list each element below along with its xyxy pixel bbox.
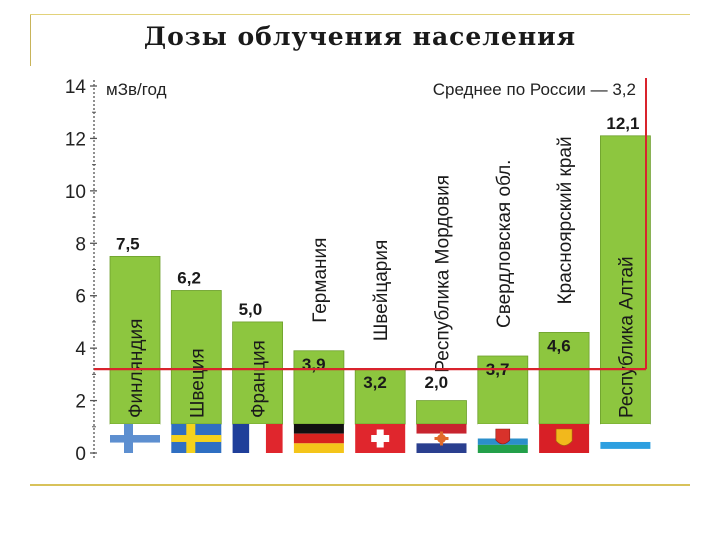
sweden-flag: [171, 424, 222, 453]
y-tick-label: 0: [75, 444, 86, 465]
mordovia-flag: [416, 424, 467, 453]
y-tick-label: 10: [65, 182, 86, 203]
category-label: Республика Алтай: [616, 256, 637, 418]
y-tick-label: 2: [75, 392, 86, 413]
sverdlovsk-flag: [477, 424, 528, 453]
y-tick-label: 12: [65, 129, 86, 150]
slide-frame-bottom: [30, 484, 690, 486]
finland-flag: [110, 424, 160, 453]
category-label: Швеция: [187, 348, 208, 418]
average-line-group: Среднее по России — 3,2: [94, 78, 647, 371]
bar: [416, 400, 467, 425]
france-flag: [232, 424, 283, 453]
bar: [232, 321, 284, 425]
bars: [109, 135, 651, 425]
y-axis: 0 2 4 6 8 10 12 14 мЗв/год: [65, 77, 167, 465]
germany-flag: [293, 424, 344, 453]
category-label: Франция: [249, 340, 270, 418]
altai-flag: [600, 424, 651, 453]
category-label: Швейцария: [371, 240, 392, 341]
switzerland-flag: [355, 424, 406, 453]
krasnoyarsk-flag: [539, 424, 590, 453]
category-label: Республика Мордовия: [433, 175, 454, 373]
category-label: Германия: [310, 238, 331, 323]
y-tick-label: 14: [65, 77, 87, 98]
value-label: 12,1: [606, 114, 639, 133]
y-tick-label: 8: [75, 234, 86, 255]
slide-title: Дозы облучения населения: [143, 22, 577, 51]
bar: [538, 332, 590, 425]
value-label: 6,2: [177, 268, 201, 287]
value-label: 3,9: [302, 355, 326, 374]
bar: [600, 135, 651, 425]
bar: [170, 290, 222, 425]
bar: [477, 355, 529, 425]
y-tick-label: 6: [75, 287, 86, 308]
value-label: 2,0: [425, 373, 449, 392]
slide-frame-top: [30, 14, 690, 15]
bar: [354, 368, 406, 425]
category-label: Красноярский край: [555, 136, 576, 304]
value-label: 3,2: [363, 373, 387, 392]
bar: [109, 255, 161, 425]
value-label: 5,0: [239, 300, 263, 319]
category-label: Свердловская обл.: [494, 160, 515, 328]
value-label: 7,5: [116, 234, 140, 253]
average-label: Среднее по России — 3,2: [433, 80, 636, 99]
flags: [110, 424, 651, 453]
slide-frame-left: [30, 14, 31, 66]
value-label: 4,6: [547, 336, 571, 355]
y-axis-unit-label: мЗв/год: [106, 80, 167, 99]
y-tick-label: 4: [75, 339, 86, 360]
